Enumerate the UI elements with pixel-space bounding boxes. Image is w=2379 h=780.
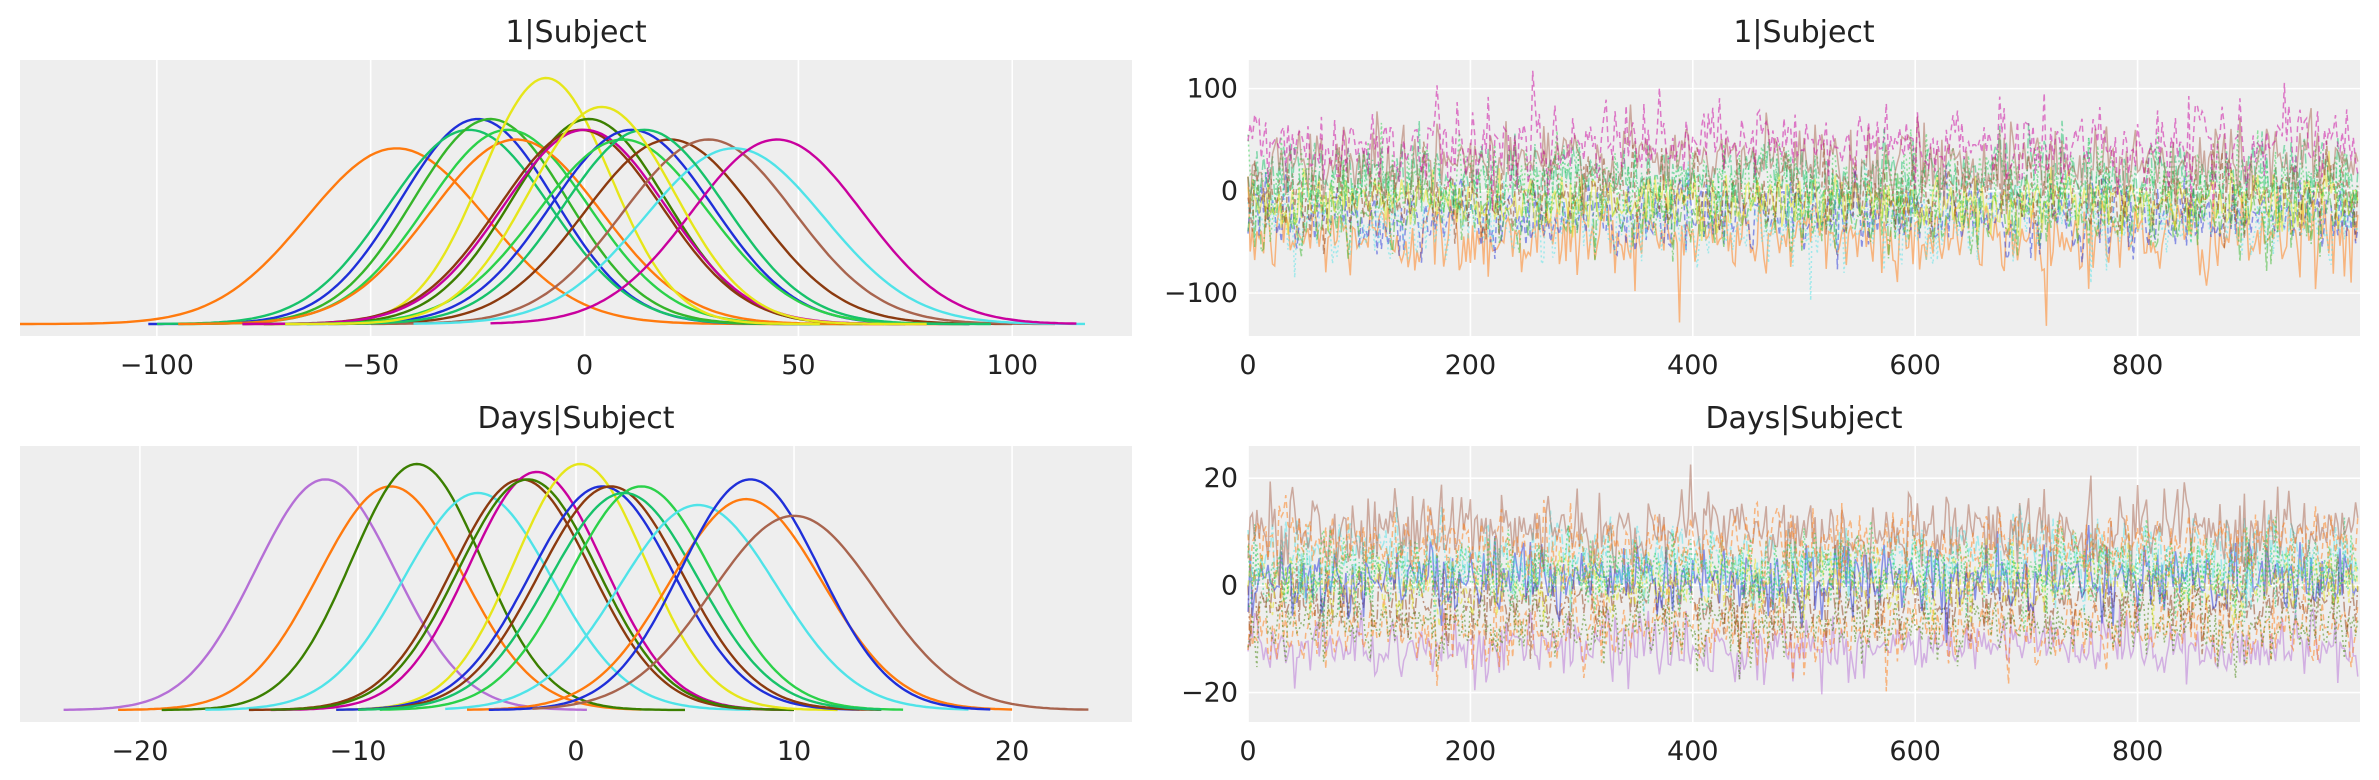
trace-series-8 — [1247, 104, 2359, 217]
kde-series-0 — [63, 478, 587, 711]
plot-area — [20, 60, 1132, 336]
kde-series-9 — [358, 485, 882, 711]
kde-series-5 — [270, 470, 794, 712]
kde-series-5 — [178, 138, 884, 326]
kde-series-2 — [161, 462, 685, 712]
y-tick-label: 0 — [1221, 570, 1238, 601]
trace-series-4 — [1247, 150, 2359, 242]
kde-series-7 — [336, 462, 838, 712]
kde-series-15 — [490, 138, 1077, 325]
panel-title: Days|Subject — [1705, 401, 1902, 436]
x-tick-label: −100 — [120, 350, 194, 381]
y-tick-label: 0 — [1221, 176, 1238, 207]
x-tick-label: 0 — [1239, 736, 1256, 767]
kde-series-3 — [205, 491, 751, 711]
panel-title: 1|Subject — [505, 15, 647, 50]
kde-series-16 — [306, 128, 991, 326]
x-tick-label: 600 — [1889, 350, 1941, 381]
kde-series-12 — [445, 503, 969, 711]
trace-series-2 — [1247, 576, 2359, 680]
trace-series-9 — [1247, 495, 2359, 605]
x-tick-label: 800 — [2112, 736, 2164, 767]
trace-series-7 — [1247, 120, 2359, 233]
kde-series-6 — [270, 478, 794, 711]
x-tick-label: 800 — [2112, 350, 2164, 381]
x-tick-label: 400 — [1667, 350, 1719, 381]
kde-series-15 — [532, 514, 1089, 711]
kde-series-1 — [118, 485, 642, 711]
x-tick-label: 10 — [777, 736, 811, 767]
x-tick-label: 0 — [1239, 350, 1256, 381]
kde-series-14 — [413, 147, 1085, 326]
y-tick-label: 100 — [1186, 74, 1238, 105]
x-tick-label: 200 — [1445, 350, 1497, 381]
trace-series-8 — [1247, 464, 2359, 596]
kde-series-10 — [379, 485, 904, 711]
panel-kde-days: −20 −10 0 10 20 Days|Subject — [20, 401, 1132, 767]
x-tick-label: 200 — [1445, 736, 1497, 767]
kde-series-11 — [357, 491, 882, 711]
trace-series-9 — [1247, 70, 2359, 211]
x-tick-label: −10 — [329, 736, 386, 767]
x-tick-label: −50 — [342, 350, 399, 381]
x-tick-label: 600 — [1889, 736, 1941, 767]
x-tick-label: −20 — [111, 736, 168, 767]
panel-kde-intercept: −100 −50 0 50 100 1|Subject — [20, 15, 1132, 381]
x-tick-label: 0 — [576, 350, 593, 381]
x-tick-label: 0 — [567, 736, 584, 767]
y-tick-label: 20 — [1204, 463, 1238, 494]
kde-series-13 — [467, 497, 1013, 711]
kde-series-13 — [370, 138, 1055, 326]
x-tick-label: 50 — [781, 350, 815, 381]
trace-series-10 — [1247, 516, 2359, 632]
x-tick-label: 20 — [995, 736, 1029, 767]
kde-series-8 — [336, 485, 860, 711]
y-tick-label: −100 — [1164, 278, 1238, 309]
kde-series-17 — [285, 105, 927, 326]
kde-series-14 — [488, 478, 991, 711]
x-tick-label: 400 — [1667, 736, 1719, 767]
y-tick-label: −20 — [1181, 678, 1238, 709]
panel-title: Days|Subject — [477, 401, 674, 436]
panel-title: 1|Subject — [1733, 15, 1875, 50]
x-tick-label: 100 — [986, 350, 1038, 381]
kde-series-11 — [285, 138, 970, 326]
